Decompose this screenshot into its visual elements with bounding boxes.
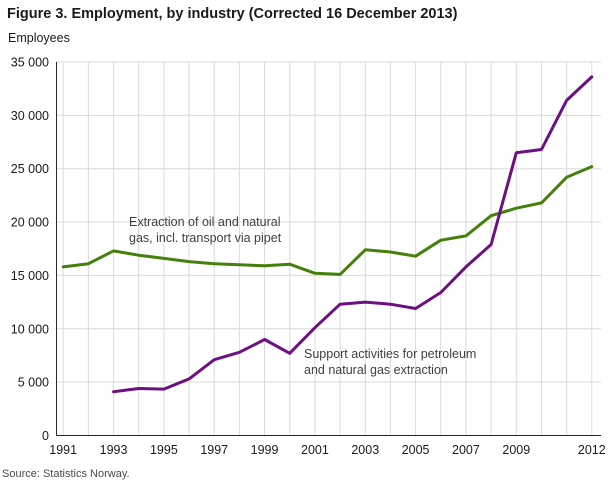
- x-tick-label: 2012: [578, 443, 606, 457]
- axes: [56, 62, 601, 436]
- x-tick-label: 1999: [251, 443, 279, 457]
- y-tick-label: 20 000: [11, 216, 49, 230]
- chart-svg: 0 5 000 10 000 15 000 20 000 25 000 30 000 35 0…: [11, 56, 606, 458]
- y-tick-label: 10 000: [11, 322, 49, 336]
- x-tick-label: 2001: [301, 443, 329, 457]
- x-axis-tick-labels: 1991 1993 1995 1997 1999 2001 2003 2005 2007 2009…: [49, 443, 605, 457]
- figure-title: Figure 3. Employment, by industry (Corre…: [7, 6, 458, 22]
- x-tick-label: 1993: [100, 443, 128, 457]
- y-axis-unit-label: Employees: [8, 31, 70, 45]
- gridlines: [56, 61, 601, 436]
- y-tick-label: 30 000: [11, 109, 49, 123]
- annotation-line: Support activities for petroleum: [304, 347, 476, 361]
- y-tick-label: 0: [42, 429, 49, 443]
- series-label-annotation-0: Extraction of oil and natural gas, incl. …: [129, 215, 282, 245]
- x-tick-label: 1995: [150, 443, 178, 457]
- annotation-line: gas, incl. transport via pipet: [129, 231, 282, 245]
- x-tick-label: 2005: [402, 443, 430, 457]
- x-tick-label: 1991: [49, 443, 77, 457]
- y-tick-label: 15 000: [11, 269, 49, 283]
- y-tick-label: 5 000: [18, 376, 49, 390]
- x-tick-label: 2007: [452, 443, 480, 457]
- annotation-line: Extraction of oil and natural: [129, 215, 280, 229]
- y-tick-label: 25 000: [11, 162, 49, 176]
- source-note: Source: Statistics Norway.: [2, 468, 130, 480]
- series-line-0: [61, 165, 594, 276]
- x-tick-label: 2003: [351, 443, 379, 457]
- y-tick-label: 35 000: [11, 56, 49, 70]
- series-label-annotation-1: Support activities for petroleum and natu…: [304, 347, 476, 377]
- x-tick-label: 1997: [200, 443, 228, 457]
- y-axis-tick-labels: 0 5 000 10 000 15 000 20 000 25 000 30 000 35 0…: [11, 56, 49, 444]
- annotation-line: and natural gas extraction: [304, 363, 448, 377]
- series-line-1: [112, 75, 594, 394]
- x-tick-label: 2009: [502, 443, 530, 457]
